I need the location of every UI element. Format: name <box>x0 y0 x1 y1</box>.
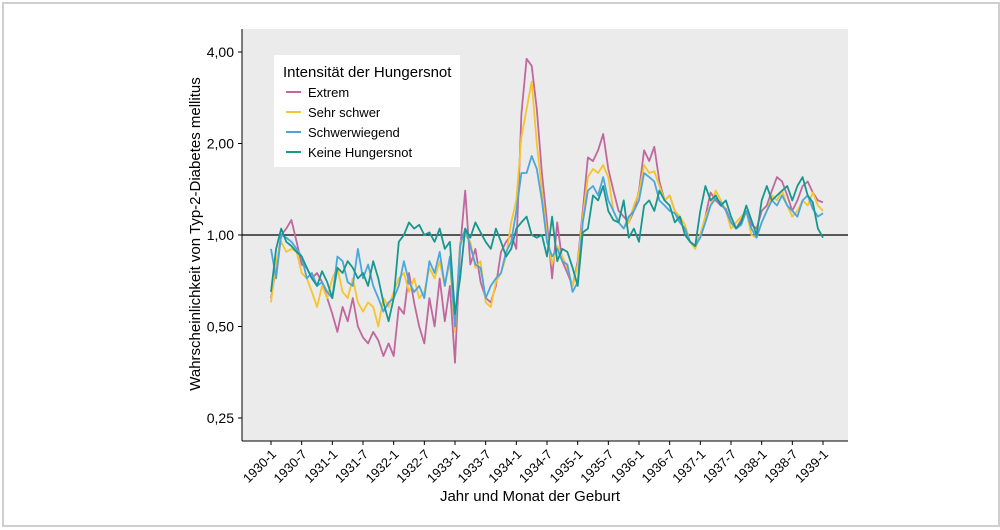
x-tick-label: 1934-1 <box>485 447 524 486</box>
y-tick-label: 1,00 <box>207 227 234 243</box>
legend-label: Extrem <box>308 85 349 100</box>
legend-label: Schwerwiegend <box>308 125 400 140</box>
x-tick-label: 1936-7 <box>639 447 678 486</box>
x-axis-label: Jahr und Monat der Geburt <box>440 488 621 505</box>
legend-label: Sehr schwer <box>308 105 381 120</box>
y-tick-label: 0,25 <box>207 410 234 426</box>
y-tick-label: 0,50 <box>207 319 234 335</box>
x-tick-label: 1932-7 <box>393 447 432 486</box>
y-axis-ticks: 0,25 0,50 1,00 2,00 4,00 <box>207 44 242 426</box>
x-tick-label: 1939-1 <box>792 447 831 486</box>
x-tick-label: 1934-7 <box>516 447 555 486</box>
x-tick-label: 1931-1 <box>301 447 340 486</box>
legend-items: Extrem Sehr schwer Schwerwiegend Keine Hung… <box>286 85 412 160</box>
x-tick-label: 1930-7 <box>271 447 310 486</box>
legend: Intensität der Hungersnot Extrem Sehr sch… <box>274 55 460 167</box>
x-tick-label: 1931-7 <box>332 447 371 486</box>
series-line-keine-hungersnot <box>270 176 824 323</box>
x-tick-label: 1938-7 <box>761 447 800 486</box>
x-tick-label: 1935-7 <box>577 447 616 486</box>
y-tick-label: 2,00 <box>207 136 234 152</box>
y-tick-label: 4,00 <box>207 44 234 60</box>
legend-title: Intensität der Hungersnot <box>283 64 452 81</box>
x-tick-label: 1933-1 <box>424 447 463 486</box>
legend-box <box>274 55 460 167</box>
x-tick-label: 1937-1 <box>669 447 708 486</box>
x-tick-label: 1935-1 <box>547 447 586 486</box>
series-line-schwerwiegend <box>270 154 824 328</box>
line-chart: 0,250,501,002,004,00 1930-11930-71931-11… <box>187 29 848 505</box>
x-tick-label: 1936-1 <box>608 447 647 486</box>
x-tick-label: 1932-1 <box>363 447 402 486</box>
legend-label: Keine Hungersnot <box>308 145 412 160</box>
x-tick-label: 1938-1 <box>731 447 770 486</box>
y-axis-label: Wahrscheinlichkeit von Typ-2-Diabetes me… <box>187 77 204 390</box>
x-axis-ticks: 1930-11930-71931-11931-71932-11932-71933… <box>240 441 831 486</box>
series-layer <box>270 57 824 364</box>
x-tick-label: 1933-7 <box>455 447 494 486</box>
x-tick-label: 1930-1 <box>240 447 279 486</box>
x-tick-label: 1937-7 <box>700 447 739 486</box>
